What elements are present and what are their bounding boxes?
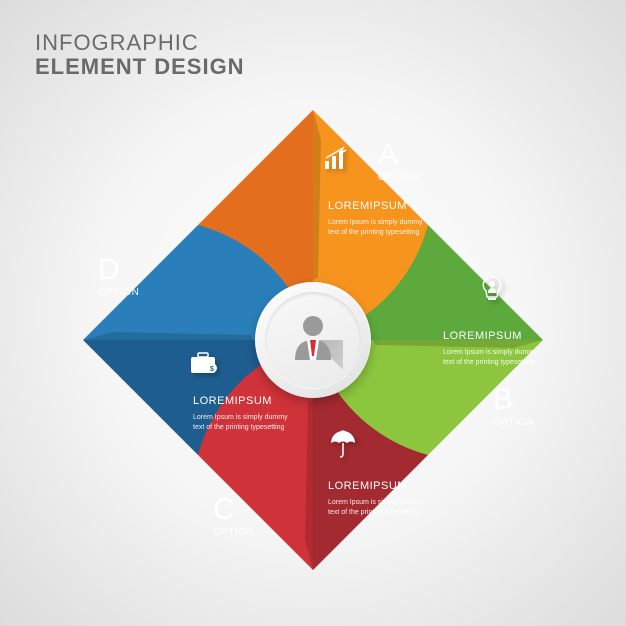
label-d: D OPTION [98, 255, 139, 298]
letter-a: A [378, 140, 419, 170]
header-line2: ELEMENT DESIGN [35, 54, 245, 80]
lorem-d: LOREMIPSUM [193, 395, 272, 407]
letter-d: D [98, 255, 139, 285]
umbrella-dollar-icon: $ [328, 430, 358, 465]
body-b: Lorem Ipsum is simply dummy text of the … [443, 348, 543, 368]
lorem-a: LOREMIPSUM [328, 200, 407, 212]
lorem-b: LOREMIPSUM [443, 330, 522, 342]
label-c: C OPTION [213, 495, 254, 538]
lightbulb-person-icon [478, 275, 506, 308]
body-d: Lorem Ipsum is simply dummy text of the … [193, 413, 293, 433]
option-c: OPTION [213, 527, 254, 538]
option-d: OPTION [98, 287, 139, 298]
svg-text:$: $ [342, 432, 345, 438]
businessman-icon [283, 310, 343, 370]
center-circle [255, 282, 371, 398]
body-a: Lorem Ipsum is simply dummy text of the … [328, 218, 428, 238]
briefcase-dollar-icon: $ [188, 350, 218, 381]
bar-chart-icon [323, 145, 351, 178]
header-line1: INFOGRAPHIC [35, 30, 245, 56]
header: INFOGRAPHIC ELEMENT DESIGN [35, 30, 245, 80]
letter-c: C [213, 495, 254, 525]
letter-b: B [493, 385, 534, 415]
label-a: A OPTION [378, 140, 419, 183]
option-a: OPTION [378, 172, 419, 183]
body-c: Lorem Ipsum is simply dummy text of the … [328, 498, 428, 518]
svg-text:$: $ [210, 366, 214, 373]
center-inner [265, 292, 361, 388]
lorem-c: LOREMIPSUM [328, 480, 407, 492]
option-b: OPTION [493, 417, 534, 428]
label-b: B OPTION [493, 385, 534, 428]
